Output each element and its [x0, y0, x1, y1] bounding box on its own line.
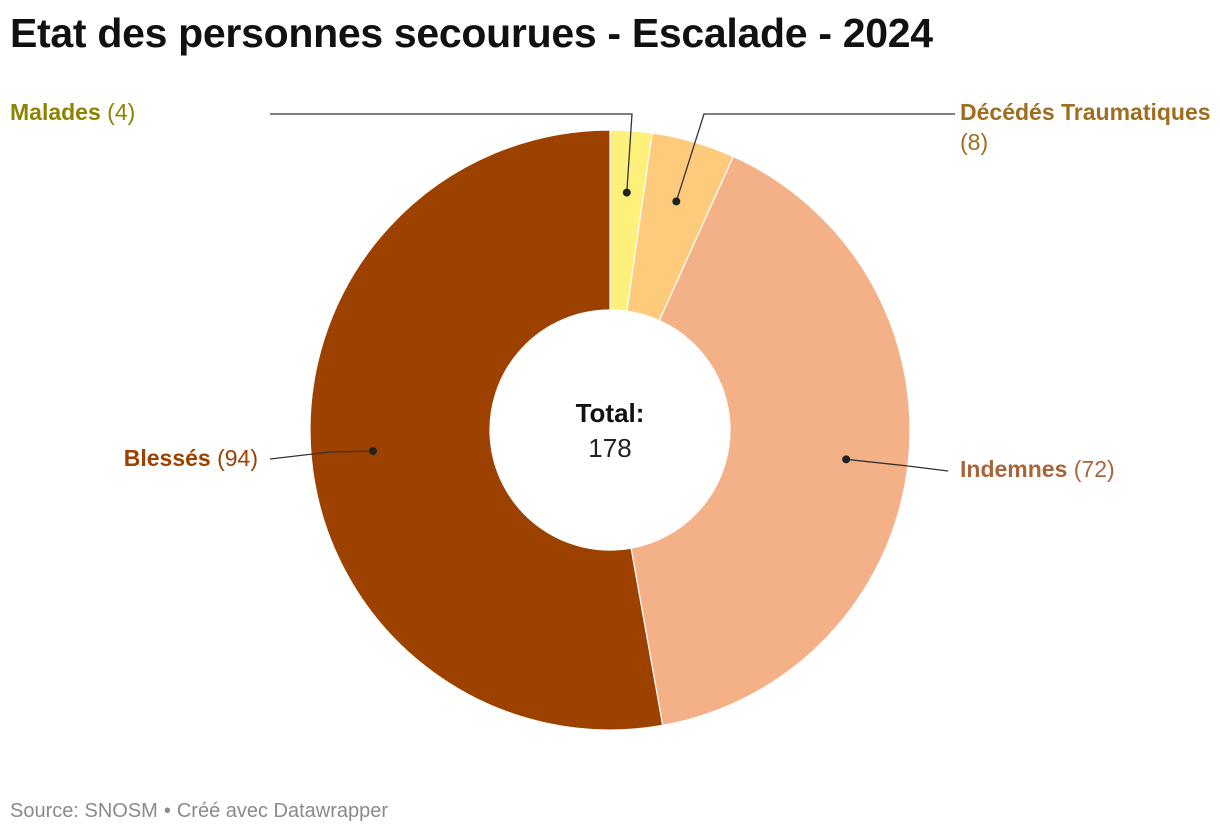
slice-blesses: [309, 129, 664, 731]
chart-title: Etat des personnes secourues - Escalade …: [10, 10, 933, 56]
leader-line-decedes-traumatiques: [675, 113, 955, 202]
label-blesses: Blessés (94): [124, 445, 258, 471]
leader-line-malades: [270, 113, 633, 193]
slice-labels: Malades (4) Décédés Traumatiques (8) Indemn…: [10, 99, 1211, 482]
leader-line-blesses: [269, 450, 373, 460]
label-malades: Malades (4): [10, 99, 135, 125]
label-value-decedes-traumatiques: (8): [960, 129, 988, 155]
leader-lines: [269, 113, 955, 472]
footer: Source: SNOSM • Créé avec Datawrapper: [10, 800, 388, 823]
label-indemnes: Indemnes (72): [960, 456, 1115, 482]
slices: [309, 129, 911, 731]
leader-dot-blesses: [368, 446, 377, 455]
donut-chart: Malades (4) Décédés Traumatiques (8) Indemn…: [10, 99, 1211, 731]
leader-line-indemnes: [846, 458, 949, 472]
leader-dot-malades: [622, 188, 631, 197]
footer-separator: •: [163, 800, 171, 822]
leader-dot-decedes-traumatiques: [672, 197, 681, 206]
slice-indemnes: [630, 155, 911, 727]
leader-dot-indemnes: [842, 455, 851, 464]
center-total-label: Total:: [576, 398, 645, 428]
center-total-value: 178: [588, 433, 631, 463]
source-text: Source: SNOSM: [10, 800, 158, 822]
label-decedes-traumatiques: Décédés Traumatiques: [960, 99, 1211, 125]
credit-text: Créé avec Datawrapper: [176, 800, 389, 822]
